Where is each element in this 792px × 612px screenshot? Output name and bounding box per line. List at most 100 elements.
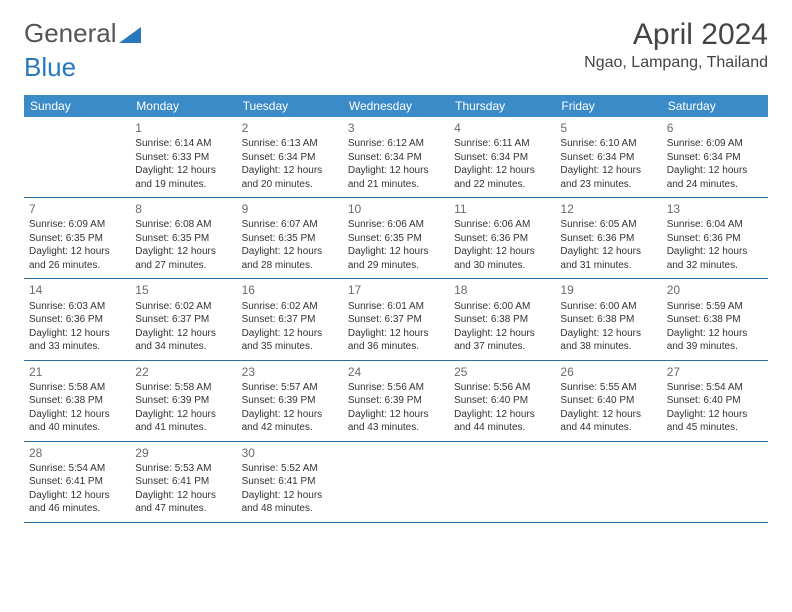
daylight-line: Daylight: 12 hours and 47 minutes. [135, 489, 231, 516]
sunset-line: Sunset: 6:36 PM [560, 232, 656, 246]
sunset-line: Sunset: 6:41 PM [135, 475, 231, 489]
daylight-line: Daylight: 12 hours and 34 minutes. [135, 327, 231, 354]
day-cell: 5Sunrise: 6:10 AMSunset: 6:34 PMDaylight… [555, 117, 661, 197]
daylight-line: Daylight: 12 hours and 41 minutes. [135, 408, 231, 435]
day-cell [343, 442, 449, 522]
daylight-line: Daylight: 12 hours and 31 minutes. [560, 245, 656, 272]
day-number: 14 [29, 282, 125, 298]
sunset-line: Sunset: 6:35 PM [29, 232, 125, 246]
sunset-line: Sunset: 6:38 PM [560, 313, 656, 327]
sunset-line: Sunset: 6:34 PM [667, 151, 763, 165]
day-number: 25 [454, 364, 550, 380]
day-number: 24 [348, 364, 444, 380]
day-number: 27 [667, 364, 763, 380]
daylight-line: Daylight: 12 hours and 42 minutes. [242, 408, 338, 435]
sunset-line: Sunset: 6:38 PM [29, 394, 125, 408]
sunset-line: Sunset: 6:35 PM [135, 232, 231, 246]
day-cell: 28Sunrise: 5:54 AMSunset: 6:41 PMDayligh… [24, 442, 130, 522]
sunset-line: Sunset: 6:40 PM [454, 394, 550, 408]
sunrise-line: Sunrise: 6:11 AM [454, 137, 550, 151]
day-cell: 9Sunrise: 6:07 AMSunset: 6:35 PMDaylight… [237, 198, 343, 278]
daylight-line: Daylight: 12 hours and 43 minutes. [348, 408, 444, 435]
day-cell: 18Sunrise: 6:00 AMSunset: 6:38 PMDayligh… [449, 279, 555, 359]
sunrise-line: Sunrise: 6:02 AM [135, 300, 231, 314]
day-number: 7 [29, 201, 125, 217]
daylight-line: Daylight: 12 hours and 30 minutes. [454, 245, 550, 272]
day-number: 2 [242, 120, 338, 136]
calendar-body: 1Sunrise: 6:14 AMSunset: 6:33 PMDaylight… [24, 117, 768, 523]
month-title: April 2024 [584, 18, 768, 52]
day-number: 22 [135, 364, 231, 380]
day-cell: 8Sunrise: 6:08 AMSunset: 6:35 PMDaylight… [130, 198, 236, 278]
day-cell: 29Sunrise: 5:53 AMSunset: 6:41 PMDayligh… [130, 442, 236, 522]
weekday-header: Thursday [449, 95, 555, 117]
day-cell: 16Sunrise: 6:02 AMSunset: 6:37 PMDayligh… [237, 279, 343, 359]
sunrise-line: Sunrise: 5:54 AM [29, 462, 125, 476]
day-cell: 3Sunrise: 6:12 AMSunset: 6:34 PMDaylight… [343, 117, 449, 197]
daylight-line: Daylight: 12 hours and 35 minutes. [242, 327, 338, 354]
sunset-line: Sunset: 6:36 PM [29, 313, 125, 327]
sunset-line: Sunset: 6:39 PM [242, 394, 338, 408]
sunset-line: Sunset: 6:36 PM [667, 232, 763, 246]
weekday-header: Wednesday [343, 95, 449, 117]
sunrise-line: Sunrise: 5:52 AM [242, 462, 338, 476]
daylight-line: Daylight: 12 hours and 32 minutes. [667, 245, 763, 272]
weekday-header-row: SundayMondayTuesdayWednesdayThursdayFrid… [24, 95, 768, 117]
daylight-line: Daylight: 12 hours and 28 minutes. [242, 245, 338, 272]
day-cell: 14Sunrise: 6:03 AMSunset: 6:36 PMDayligh… [24, 279, 130, 359]
day-cell: 22Sunrise: 5:58 AMSunset: 6:39 PMDayligh… [130, 361, 236, 441]
day-cell: 11Sunrise: 6:06 AMSunset: 6:36 PMDayligh… [449, 198, 555, 278]
day-cell: 4Sunrise: 6:11 AMSunset: 6:34 PMDaylight… [449, 117, 555, 197]
daylight-line: Daylight: 12 hours and 19 minutes. [135, 164, 231, 191]
sunrise-line: Sunrise: 6:09 AM [29, 218, 125, 232]
sunset-line: Sunset: 6:39 PM [135, 394, 231, 408]
sunset-line: Sunset: 6:41 PM [29, 475, 125, 489]
day-cell: 1Sunrise: 6:14 AMSunset: 6:33 PMDaylight… [130, 117, 236, 197]
sunset-line: Sunset: 6:39 PM [348, 394, 444, 408]
day-cell: 20Sunrise: 5:59 AMSunset: 6:38 PMDayligh… [662, 279, 768, 359]
sunrise-line: Sunrise: 5:56 AM [348, 381, 444, 395]
day-number: 29 [135, 445, 231, 461]
sunset-line: Sunset: 6:33 PM [135, 151, 231, 165]
daylight-line: Daylight: 12 hours and 45 minutes. [667, 408, 763, 435]
sunrise-line: Sunrise: 5:57 AM [242, 381, 338, 395]
sunset-line: Sunset: 6:34 PM [454, 151, 550, 165]
day-number: 30 [242, 445, 338, 461]
location-text: Ngao, Lampang, Thailand [584, 54, 768, 72]
calendar: SundayMondayTuesdayWednesdayThursdayFrid… [24, 95, 768, 523]
daylight-line: Daylight: 12 hours and 46 minutes. [29, 489, 125, 516]
day-number: 19 [560, 282, 656, 298]
day-cell: 19Sunrise: 6:00 AMSunset: 6:38 PMDayligh… [555, 279, 661, 359]
day-number: 1 [135, 120, 231, 136]
day-cell: 7Sunrise: 6:09 AMSunset: 6:35 PMDaylight… [24, 198, 130, 278]
sunrise-line: Sunrise: 6:05 AM [560, 218, 656, 232]
week-row: 21Sunrise: 5:58 AMSunset: 6:38 PMDayligh… [24, 361, 768, 442]
day-cell: 17Sunrise: 6:01 AMSunset: 6:37 PMDayligh… [343, 279, 449, 359]
day-number: 13 [667, 201, 763, 217]
daylight-line: Daylight: 12 hours and 29 minutes. [348, 245, 444, 272]
sunrise-line: Sunrise: 6:04 AM [667, 218, 763, 232]
day-number: 4 [454, 120, 550, 136]
day-number: 11 [454, 201, 550, 217]
day-cell: 12Sunrise: 6:05 AMSunset: 6:36 PMDayligh… [555, 198, 661, 278]
sunset-line: Sunset: 6:38 PM [454, 313, 550, 327]
sunset-line: Sunset: 6:34 PM [242, 151, 338, 165]
day-cell [449, 442, 555, 522]
week-row: 14 Sunrise: 6:03 AMSunset: 6:36 PM Dayligh… [24, 279, 768, 360]
daylight-line: Daylight: 12 hours and 44 minutes. [560, 408, 656, 435]
sunrise-line: Sunrise: 6:10 AM [560, 137, 656, 151]
sunset-line: Sunset: 6:38 PM [667, 313, 763, 327]
daylight-line: Daylight: 12 hours and 48 minutes. [242, 489, 338, 516]
sunset-line: Sunset: 6:37 PM [135, 313, 231, 327]
daylight-line: Daylight: 12 hours and 37 minutes. [454, 327, 550, 354]
day-number: 18 [454, 282, 550, 298]
day-number: 17 [348, 282, 444, 298]
sunrise-line: Sunrise: 5:58 AM [135, 381, 231, 395]
day-number: 26 [560, 364, 656, 380]
sunset-line: Sunset: 6:37 PM [348, 313, 444, 327]
sunrise-line: Sunrise: 5:58 AM [29, 381, 125, 395]
logo-text-2: Blue [24, 52, 76, 83]
day-cell: 30Sunrise: 5:52 AMSunset: 6:41 PMDayligh… [237, 442, 343, 522]
sunrise-line: Sunrise: 6:03 AM [29, 300, 125, 314]
weekday-header: Tuesday [237, 95, 343, 117]
